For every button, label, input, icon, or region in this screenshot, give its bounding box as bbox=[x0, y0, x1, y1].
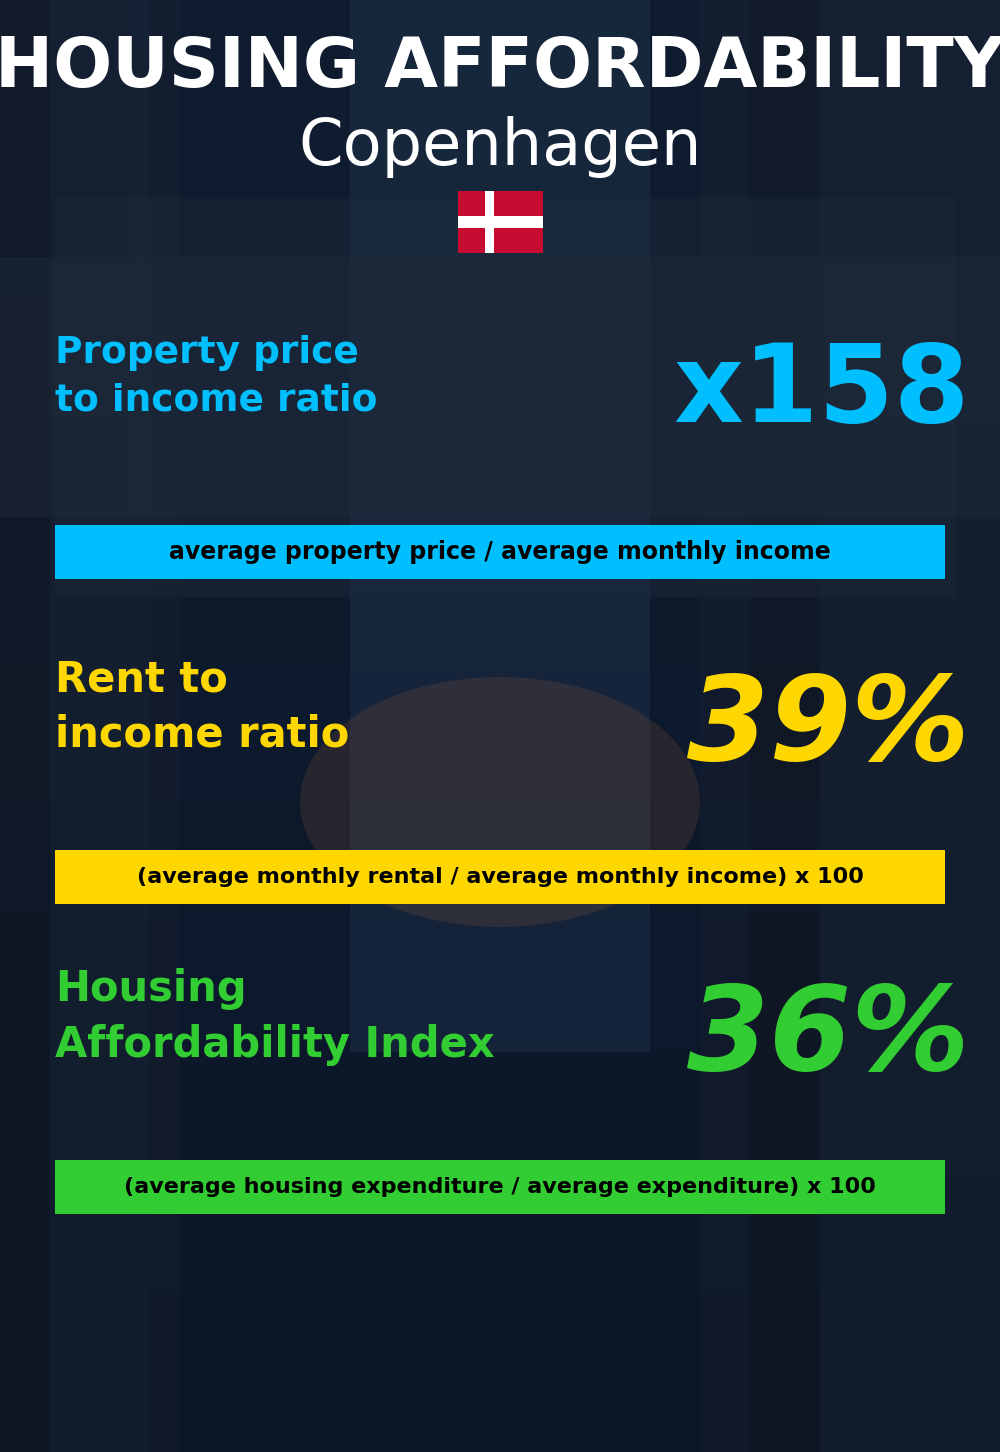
Bar bbox=[458, 192, 542, 253]
Bar bbox=[458, 216, 542, 228]
Text: HOUSING AFFORDABILITY: HOUSING AFFORDABILITY bbox=[0, 33, 1000, 100]
Bar bbox=[820, 0, 1000, 1452]
Text: Property price
to income ratio: Property price to income ratio bbox=[55, 335, 378, 418]
Bar bbox=[0, 0, 130, 1452]
Ellipse shape bbox=[300, 677, 700, 926]
Bar bbox=[55, 197, 955, 597]
Bar bbox=[55, 526, 945, 579]
Bar bbox=[700, 0, 1000, 1452]
Text: 36%: 36% bbox=[687, 980, 970, 1095]
Text: Housing
Affordability Index: Housing Affordability Index bbox=[55, 968, 495, 1066]
Text: 39%: 39% bbox=[687, 669, 970, 784]
Text: x158: x158 bbox=[674, 338, 970, 444]
Bar bbox=[0, 0, 180, 1452]
Text: (average monthly rental / average monthly income) x 100: (average monthly rental / average monthl… bbox=[137, 867, 863, 887]
Text: (average housing expenditure / average expenditure) x 100: (average housing expenditure / average e… bbox=[124, 1178, 876, 1196]
Text: Rent to
income ratio: Rent to income ratio bbox=[55, 658, 349, 755]
Text: Copenhagen: Copenhagen bbox=[298, 116, 702, 179]
Bar bbox=[750, 0, 1000, 1452]
Bar bbox=[0, 257, 1000, 517]
Bar bbox=[485, 192, 494, 253]
Text: average property price / average monthly income: average property price / average monthly… bbox=[169, 540, 831, 563]
Bar bbox=[50, 0, 150, 1452]
Bar bbox=[55, 849, 945, 905]
Bar bbox=[55, 1160, 945, 1214]
Bar bbox=[350, 0, 650, 1053]
